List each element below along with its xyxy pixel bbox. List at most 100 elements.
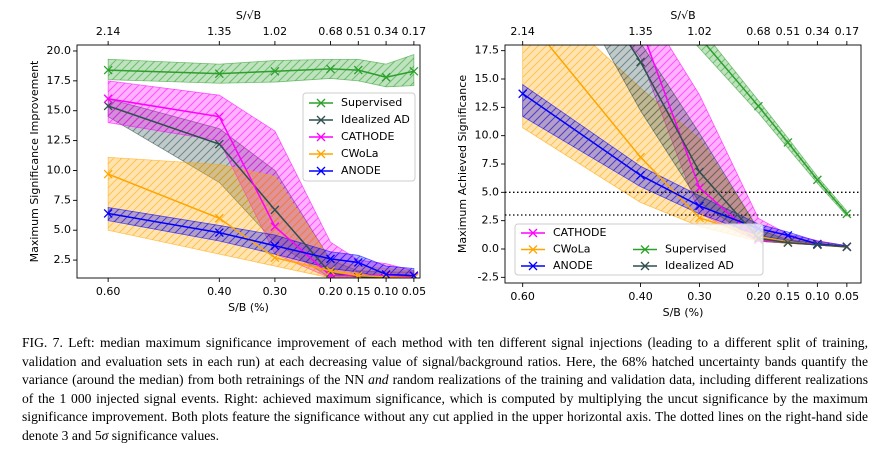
legend-label: CWoLa [341, 147, 379, 160]
legend-marker [316, 115, 326, 125]
x-tick-label: 0.15 [776, 290, 801, 303]
legend-marker [640, 261, 650, 271]
legend-marker [528, 228, 538, 238]
x2-tick-label: 0.68 [318, 25, 343, 38]
y-tick-label: 0.0 [482, 242, 500, 255]
x-tick-label: 0.20 [318, 285, 343, 298]
marker [636, 152, 646, 162]
legend-box [302, 92, 416, 182]
x2-tick-label: 1.02 [687, 25, 712, 38]
legend-marker [316, 149, 326, 159]
legend-label: CATHODE [553, 226, 606, 239]
y-tick-label: 12.5 [475, 100, 500, 113]
x2-tick-label: 0.68 [746, 25, 771, 38]
x-tick-label: 0.10 [805, 290, 830, 303]
caption-italic: σ [101, 427, 109, 443]
marker [842, 242, 852, 252]
marker [812, 240, 822, 250]
x-tick-label: 0.40 [628, 290, 653, 303]
marker [409, 272, 419, 278]
x-axis-label: S/B (%) [663, 306, 704, 319]
marker [409, 271, 419, 278]
legend-marker [640, 245, 650, 254]
legend-label: Supervised [341, 96, 402, 109]
axes-frame [76, 44, 421, 279]
y-tick-label: 5.0 [54, 223, 72, 236]
marker [270, 253, 280, 263]
marker [270, 241, 280, 251]
marker [783, 238, 793, 248]
marker [103, 169, 113, 179]
legend-marker [316, 132, 326, 142]
marker [695, 167, 704, 177]
marker [753, 101, 763, 111]
x2-tick-label: 1.35 [207, 25, 232, 38]
y-tick-label: 15.0 [47, 104, 72, 117]
legend: Supervised Idealized AD CATHODE CWoLa ANODE [302, 92, 416, 182]
marker [353, 65, 363, 75]
marker [695, 201, 704, 211]
y-tick-label: 2.5 [482, 214, 500, 227]
y-tick-label: 12.5 [47, 134, 72, 147]
legend-label: Idealized AD [341, 113, 410, 126]
marker [353, 271, 363, 278]
marker [695, 183, 704, 193]
y-tick-label: -2.5 [478, 270, 499, 283]
y-tick-label: 17.5 [47, 74, 72, 87]
marker [783, 230, 793, 240]
marker [842, 209, 852, 219]
legend-label: Idealized AD [665, 259, 734, 272]
marker [103, 101, 113, 111]
x2-tick-label: 2.14 [510, 25, 535, 38]
x-tick-label: 0.10 [374, 285, 399, 298]
y-tick-label: 10.0 [47, 163, 72, 176]
x2-tick-label: 1.02 [263, 25, 288, 38]
y-tick-label: 7.5 [54, 193, 72, 206]
x-tick-label: 0.05 [402, 285, 427, 298]
marker [214, 228, 224, 238]
x2-tick-label: 0.34 [805, 25, 830, 38]
legend-label: CWoLa [553, 243, 591, 256]
x2-axis-label: S/√B [670, 9, 695, 22]
marker [270, 66, 280, 76]
marker [636, 170, 646, 180]
marker [812, 175, 822, 185]
x2-tick-label: 0.34 [374, 25, 399, 38]
marker [326, 254, 335, 264]
marker [409, 66, 419, 76]
x2-tick-label: 0.51 [776, 25, 801, 38]
marker [381, 269, 391, 278]
x2-tick-label: 0.17 [402, 25, 427, 38]
marker [270, 222, 280, 232]
y-tick-label: 2.5 [54, 253, 72, 266]
legend-label: CATHODE [341, 130, 394, 143]
x2-axis-label: S/√B [236, 9, 261, 22]
x-tick-label: 0.30 [687, 290, 712, 303]
marker [270, 205, 280, 215]
uncertainty-band [695, 45, 848, 218]
legend-marker [316, 166, 326, 176]
y-tick-label: 5.0 [482, 185, 500, 198]
marker [783, 138, 793, 147]
y-tick-label: 10.0 [475, 129, 500, 142]
x2-tick-label: 0.51 [346, 25, 371, 38]
x2-tick-label: 2.14 [96, 25, 121, 38]
legend-marker [528, 245, 538, 254]
legend-marker [528, 261, 538, 271]
y-tick-label: 20.0 [47, 44, 72, 57]
y-axis-label: Maximum Significance Improvement [28, 60, 41, 262]
plot-area [103, 53, 419, 278]
x-tick-label: 0.30 [263, 285, 288, 298]
caption-text: random realizations of the training and … [22, 372, 868, 443]
y-axis-label: Maximum Achieved Significance [456, 75, 469, 253]
figure: 2.5 5.0 7.5 10.0 12.5 15.0 17.5 20.0 0.60 2.14 0.4… [28, 9, 862, 319]
x-tick-label: 0.60 [510, 290, 535, 303]
x-tick-label: 0.20 [746, 290, 771, 303]
marker [353, 272, 363, 278]
uncertainty-band [522, 83, 848, 248]
marker [103, 209, 113, 218]
caption-italic: and [368, 372, 389, 388]
marker [636, 57, 646, 67]
legend-label: Supervised [665, 243, 726, 256]
